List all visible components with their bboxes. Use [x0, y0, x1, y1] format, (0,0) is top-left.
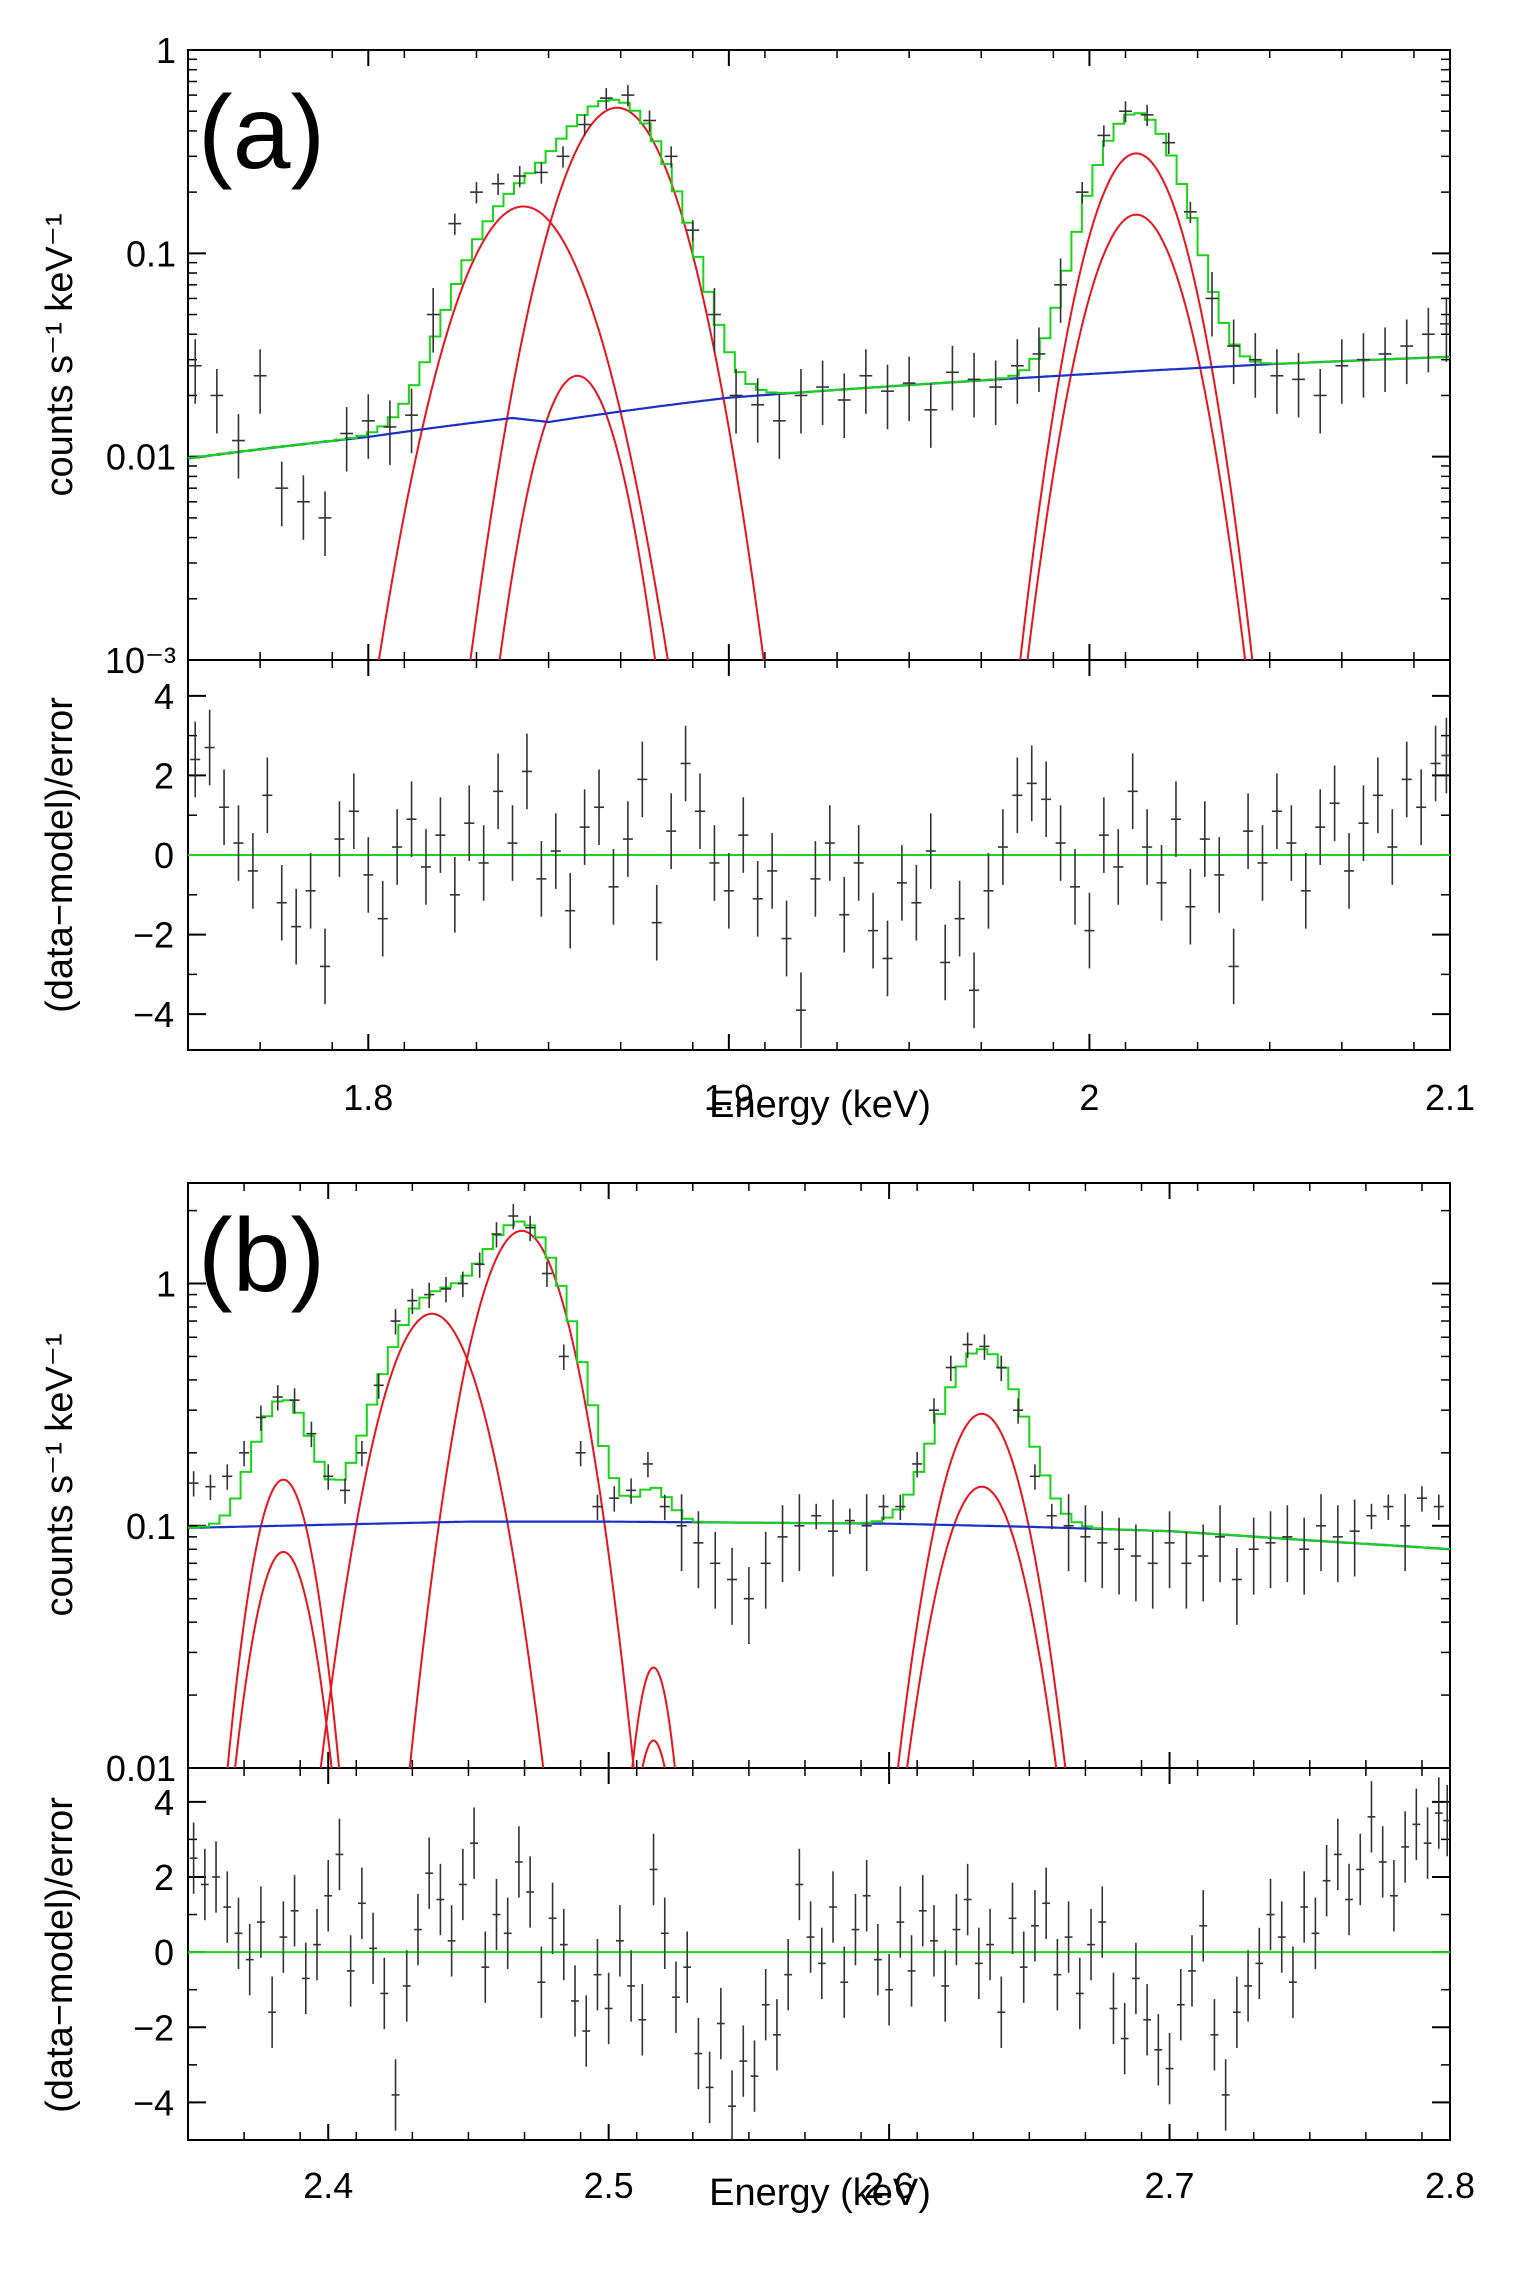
panel-a-residual-plot	[188, 709, 1450, 1049]
panel-a-gaussian-component	[498, 374, 657, 660]
panel-a-xlabel: Energy (keV)	[709, 1084, 931, 1126]
panel-b-marks: 2.4 2.5 2.6 2.7 2.8 0.01 0.1 1 −4 −2 0 2 4	[106, 1183, 1475, 2206]
panel-a-spectrum-frame	[187, 49, 1451, 661]
panel-a-top-ylabel: counts s⁻¹ keV⁻¹	[39, 214, 81, 497]
panel-b-xlabel: Energy (keV)	[709, 2172, 931, 2214]
panel-b-bottom-y-tick-label: −4	[133, 2082, 174, 2123]
panel-b-x-tick-label: 2.8	[1425, 2165, 1475, 2206]
panel-b-top-y-tick-label: 0.01	[106, 1748, 176, 1789]
panel-b-residual-plot	[188, 1777, 1450, 2140]
panel-a-continuum-model	[188, 355, 1450, 460]
panel-b-top-y-tick-label: 0.1	[126, 1506, 176, 1547]
panel-a-marks: 1.8 1.9 2 2.1 10⁻³ 0.01 0.1 1 −4 −2 0 2 4	[105, 30, 1475, 1118]
panel-b-gaussian-component	[641, 1739, 666, 1768]
panel-b-gaussian-component	[906, 1485, 1058, 1768]
panel-b-x-tick-label: 2.4	[303, 2165, 353, 2206]
panel-a-gaussian-component	[469, 106, 765, 660]
panel-a-gaussian-component	[1019, 152, 1254, 660]
panel-a-total-model	[188, 98, 1450, 459]
panel-a-x-tick-label: 1.9	[704, 1077, 754, 1118]
panel-a-top-y-tick-label: 0.1	[126, 233, 176, 274]
panel-a-bottom-y-tick-label: 2	[154, 755, 174, 796]
panel-b-label: (b)	[198, 1198, 325, 1314]
panel-a-bottom-y-tick-label: 4	[154, 676, 174, 717]
panel-a-gaussian-component	[1026, 213, 1247, 660]
panel-b-gaussian-component	[896, 1412, 1067, 1768]
panel-b-total-model	[188, 1220, 1450, 1550]
panel-b-x-tick-label: 2.6	[864, 2165, 914, 2206]
panel-a-bottom-y-tick-label: −2	[133, 915, 174, 956]
panel-b-bottom-y-tick-label: 0	[154, 1932, 174, 1973]
panel-a-x-tick-label: 1.8	[343, 1077, 393, 1118]
panel-b-top-ylabel: counts s⁻¹ keV⁻¹	[39, 1334, 81, 1617]
panel-a-top-y-tick-label: 10⁻³	[105, 640, 176, 681]
panel-b-gaussian-component	[234, 1550, 333, 1768]
panel-a-top-y-tick-label: 0.01	[106, 437, 176, 478]
panel-b-gaussian-component	[631, 1666, 676, 1768]
panel-b-bottom-ylabel: (data−model)/error	[39, 1797, 81, 2113]
panel-a-spectrum-plot	[188, 85, 1450, 660]
panel-a-x-tick-label: 2.1	[1425, 1077, 1475, 1118]
panel-b-gaussian-component	[319, 1312, 545, 1768]
panel-b-bottom-y-tick-label: 4	[154, 1782, 174, 1823]
panel-b-spectrum-plot	[188, 1204, 1450, 1768]
panel-a-top-y-tick-label: 1	[156, 30, 176, 71]
panel-b-top-y-tick-label: 1	[156, 1264, 176, 1305]
panel-b-gaussian-component	[408, 1229, 635, 1768]
panel-b-x-tick-label: 2.5	[584, 2165, 634, 2206]
panel-b-gaussian-component	[226, 1478, 341, 1768]
panel-b-x-tick-label: 2.7	[1145, 2165, 1195, 2206]
panel-a-bottom-ylabel: (data−model)/error	[39, 697, 81, 1013]
panel-a-bottom-y-tick-label: −4	[133, 994, 174, 1035]
panel-b-residual-frame	[187, 1767, 1451, 2141]
panel-b-bottom-y-tick-label: −2	[133, 2007, 174, 2048]
panel-a-x-tick-label: 2	[1079, 1077, 1099, 1118]
panel-b-spectrum-frame	[187, 1182, 1451, 1769]
panel-a-bottom-y-tick-label: 0	[154, 835, 174, 876]
panel-b-continuum-model	[188, 1520, 1450, 1551]
panel-b-bottom-y-tick-label: 2	[154, 1857, 174, 1898]
panel-a-label: (a)	[198, 75, 325, 191]
panel-a-gaussian-component	[377, 205, 669, 660]
